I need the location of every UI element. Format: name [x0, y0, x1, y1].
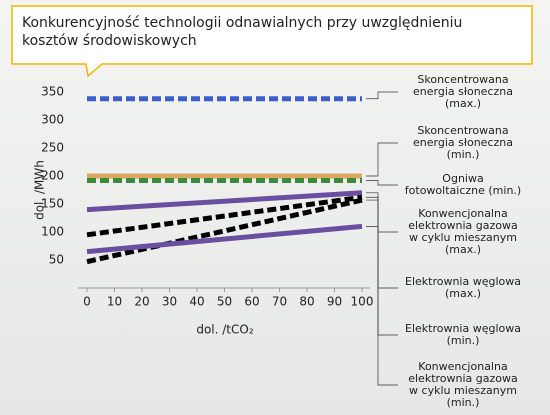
y-tick-label: 250: [41, 141, 64, 155]
x-tick-label: 0: [83, 295, 91, 309]
x-tick-label: 10: [107, 295, 122, 309]
title-box: [11, 5, 533, 78]
legend-label: Skoncentrowana energia słoneczna (max.): [413, 73, 513, 110]
legend-label: Elektrownia węglowa (max.): [405, 275, 521, 300]
series-line: [86, 194, 363, 238]
x-tick-label: 40: [189, 295, 204, 309]
y-tick-label: 350: [41, 85, 64, 99]
legend-label: Konwencjonalna elektrownia gazowa w cykl…: [408, 207, 518, 256]
x-tick-label: 20: [134, 295, 149, 309]
series-line: [86, 223, 363, 255]
leader-line: [366, 180, 398, 186]
x-tick-label: 50: [217, 295, 232, 309]
x-tick-label: 90: [327, 295, 342, 309]
legend-label: Elektrownia węglowa (min.): [405, 322, 521, 347]
y-axis-label: dol. /MWh: [33, 160, 47, 220]
leader-line: [366, 91, 398, 100]
chart-title: Konkurencyjność technologii odnawialnych…: [22, 15, 463, 49]
x-tick-label: 100: [351, 295, 374, 309]
x-tick-label: 60: [244, 295, 259, 309]
y-tick-label: 100: [41, 225, 64, 239]
leader-line: [366, 199, 398, 336]
y-tick-label: 300: [41, 113, 64, 127]
leader-line: [366, 226, 398, 386]
x-tick-label: 30: [162, 295, 177, 309]
series-line: [86, 197, 363, 265]
y-tick-label: 50: [49, 253, 64, 267]
x-axis-label: dol. /tCO₂: [196, 323, 253, 337]
y-tick-label: 200: [41, 169, 64, 183]
y-tick-label: 150: [41, 197, 64, 211]
legend-label: Konwencjonalna elektrownia gazowa w cykl…: [408, 360, 518, 409]
series-line: [86, 190, 363, 213]
x-tick-label: 80: [299, 295, 314, 309]
leader-line: [366, 196, 398, 289]
legend-label: Ogniwa fotowoltaiczne (min.): [404, 172, 522, 197]
x-tick-label: 70: [272, 295, 287, 309]
leader-line: [366, 142, 398, 177]
legend-label: Skoncentrowana energia słoneczna (min.): [413, 124, 513, 161]
